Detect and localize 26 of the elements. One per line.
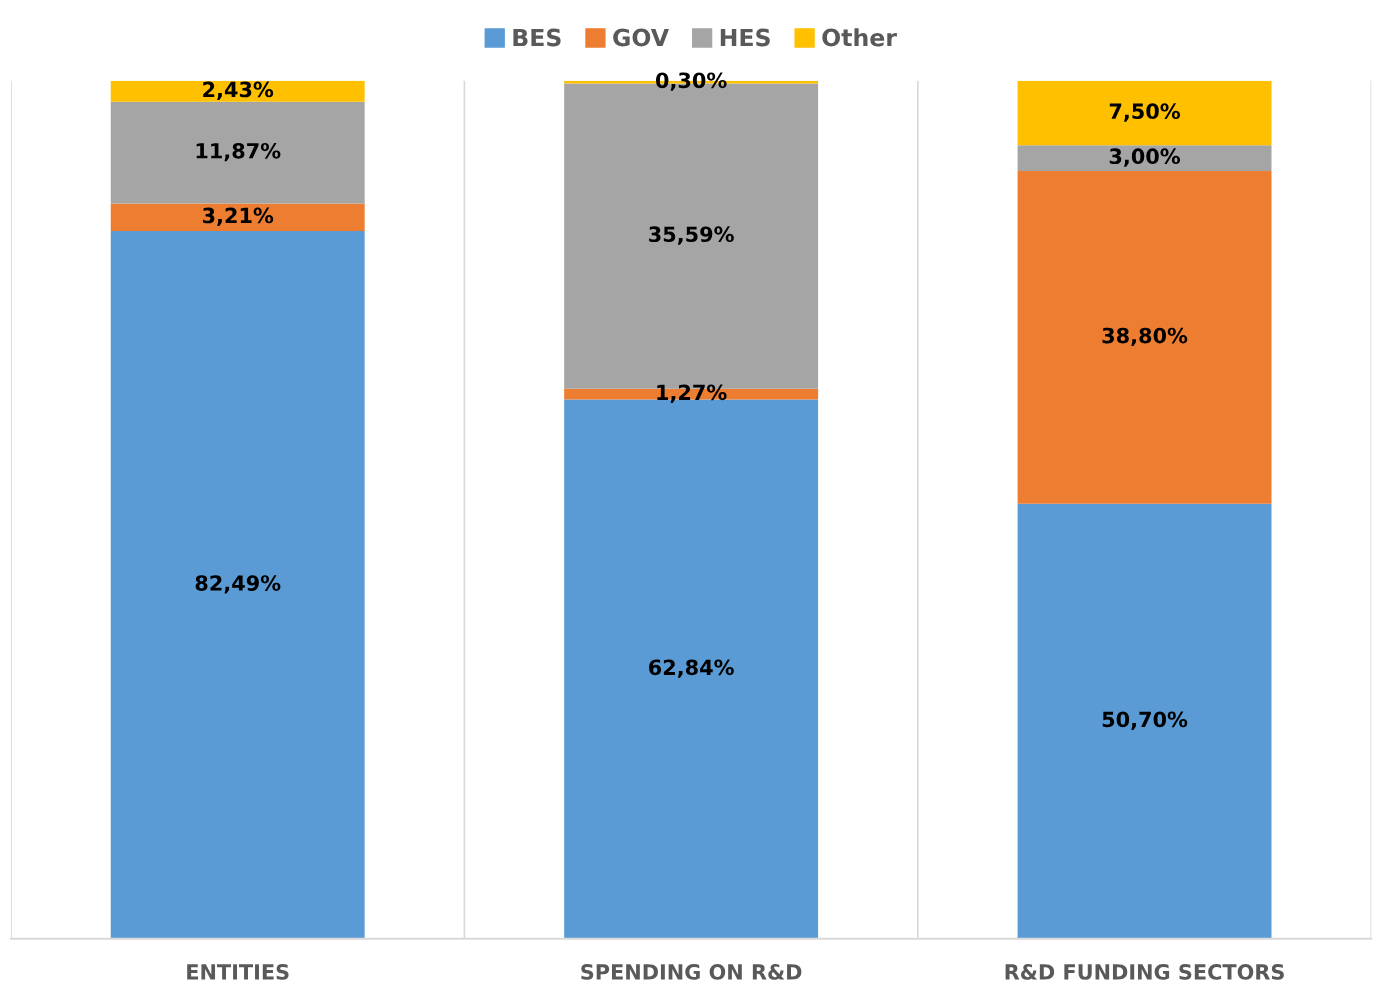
x-tick-label: R&D FUNDING SECTORS bbox=[1005, 964, 1284, 980]
data-label: 7,50% bbox=[1109, 103, 1181, 122]
data-label: 50,70% bbox=[1102, 711, 1188, 730]
bar bbox=[1017, 170, 1272, 504]
x-tick-label: ENTITIES bbox=[187, 964, 289, 980]
data-label: 1,27% bbox=[657, 384, 727, 403]
legend-label: HES bbox=[720, 28, 770, 47]
data-label: 2,43% bbox=[203, 81, 274, 100]
data-label: 11,87% bbox=[196, 142, 281, 162]
data-label: 38,80% bbox=[1102, 327, 1188, 347]
bar bbox=[110, 231, 365, 939]
bar bbox=[110, 203, 365, 232]
data-label: 3,00% bbox=[1109, 148, 1181, 167]
bar bbox=[110, 101, 365, 204]
legend-label: GOV bbox=[613, 28, 669, 47]
legend-label: BES bbox=[513, 28, 561, 47]
data-label: 3,21% bbox=[202, 207, 274, 226]
x-tick-label: SPENDING ON R&D bbox=[581, 964, 802, 980]
bar bbox=[1017, 503, 1272, 939]
data-label: 35,59% bbox=[649, 226, 734, 245]
bar bbox=[1017, 80, 1272, 146]
legend-label: Other bbox=[822, 28, 897, 47]
bar bbox=[1017, 145, 1272, 171]
data-label: 62,84% bbox=[649, 659, 734, 678]
data-label: 82,49% bbox=[195, 575, 281, 594]
bar bbox=[110, 80, 365, 102]
